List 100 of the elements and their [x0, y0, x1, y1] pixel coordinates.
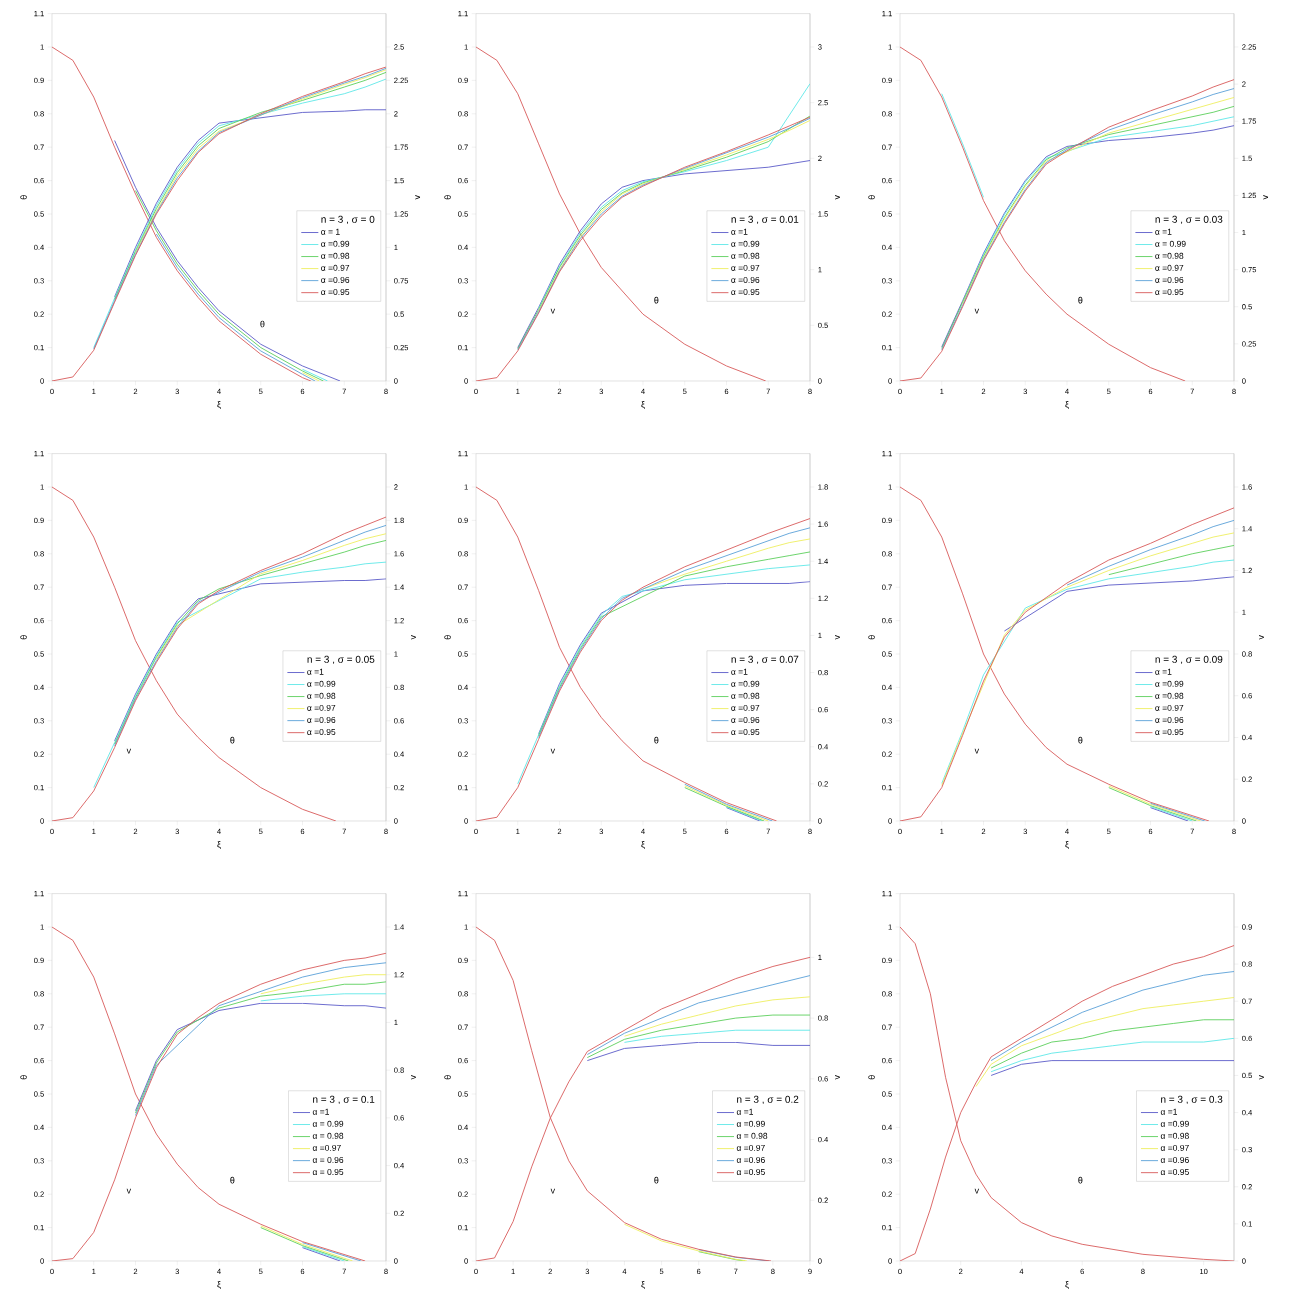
legend-title: n = 3 , σ = 0.01: [731, 215, 799, 225]
legend-title: n = 3 , σ = 0.09: [1155, 655, 1223, 665]
legend-title: n = 3 , σ = 0.2: [737, 1095, 799, 1105]
annotation: v: [550, 1188, 556, 1194]
annotation: v: [126, 748, 132, 754]
legend-label: α =0.99: [1160, 1120, 1189, 1127]
y2-axis-title: v: [411, 635, 416, 640]
y-axis-title: θ: [868, 195, 875, 200]
annotation: θ: [1078, 736, 1083, 744]
y-axis-title: θ: [444, 1075, 451, 1080]
annotation: v: [974, 748, 980, 754]
legend-label: α =1: [731, 668, 748, 675]
legend-label: α =0.98: [731, 692, 760, 699]
x-axis-title: ξ: [1065, 1280, 1069, 1290]
legend-label: α =0.97: [312, 1144, 341, 1151]
x-axis-title: ξ: [1065, 400, 1069, 410]
y-axis-title: θ: [868, 635, 875, 640]
y-axis-title: θ: [20, 635, 27, 640]
legend-label: α =0.96: [736, 1156, 765, 1163]
legend-label: α =0.99: [736, 1120, 765, 1127]
annotation: v: [974, 308, 980, 314]
legend-label: α =0.95: [1155, 728, 1184, 735]
x-axis-title: ξ: [217, 400, 221, 410]
x-axis-title: ξ: [641, 1280, 645, 1290]
legend-label: α =0.97: [1155, 264, 1184, 271]
legend-label: α = 0.95: [312, 1168, 344, 1175]
legend-label: α = 0.98: [312, 1132, 344, 1139]
line-series: [260, 974, 386, 995]
legend-title: n = 3 , σ = 0.07: [731, 655, 799, 665]
y-axis-title: θ: [20, 195, 27, 200]
legend-label: α =0.95: [736, 1168, 765, 1175]
y2-axis-title: v: [1263, 195, 1269, 200]
legend-label: α =0.95: [731, 288, 760, 295]
legend-label: α =1: [736, 1108, 754, 1115]
x-axis-title: ξ: [641, 400, 645, 410]
annotation: θ: [654, 1176, 659, 1184]
y2-axis-title: v: [835, 195, 840, 200]
legend-label: α =0.95: [1160, 1168, 1189, 1175]
annotation: v: [126, 1188, 132, 1194]
y2-axis-title: v: [835, 635, 840, 640]
legend-label: α =0.98: [1155, 252, 1184, 259]
legend-title: n = 3 , σ = 0: [321, 215, 375, 225]
legend-label: α =1: [307, 668, 324, 675]
line-series: [114, 71, 386, 300]
y-axis-title: θ: [20, 1075, 27, 1080]
x-axis-title: ξ: [641, 840, 645, 850]
legend-label: α =1: [731, 228, 748, 235]
legend-label: α =0.96: [307, 716, 336, 723]
line-series: [1066, 519, 1235, 586]
y-axis-title: θ: [444, 635, 451, 640]
legend-label: α =0.98: [307, 692, 336, 699]
annotation: θ: [654, 736, 659, 744]
legend-label: α =1: [1155, 668, 1172, 675]
line-series: [155, 233, 316, 381]
legend-label: α = 1: [321, 228, 340, 235]
legend-label: α =0.97: [731, 704, 760, 711]
legend-label: α =0.97: [736, 1144, 765, 1151]
annotation: θ: [1078, 296, 1083, 304]
legend-label: α =0.98: [1155, 692, 1184, 699]
line-series: [538, 120, 811, 312]
legend-title: n = 3 , σ = 0.3: [1161, 1095, 1223, 1105]
legend-label: α =0.96: [1160, 1156, 1189, 1163]
y2-axis-title: v: [835, 1075, 840, 1080]
legend-label: α =0.97: [1160, 1144, 1189, 1151]
legend-label: α =0.96: [321, 276, 350, 283]
y2-axis-title: v: [1259, 1075, 1264, 1080]
legend-title: n = 3 , σ = 0.1: [313, 1095, 375, 1105]
annotation: v: [974, 1188, 980, 1194]
legend-title: n = 3 , σ = 0.03: [1155, 215, 1223, 225]
y2-axis-title: v: [411, 1075, 416, 1080]
y2-axis-title: v: [1259, 635, 1264, 640]
line-series: [135, 69, 386, 254]
legend-label: α =0.99: [731, 680, 760, 687]
y2-axis-title: v: [415, 195, 421, 200]
y-axis-title: θ: [868, 1075, 875, 1080]
annotation: θ: [260, 320, 265, 328]
legend-label: α =0.95: [307, 728, 336, 735]
legend-label: α =0.95: [1155, 288, 1184, 295]
legend-label: α =0.97: [1155, 704, 1184, 711]
line-series: [586, 1014, 811, 1059]
x-axis-title: ξ: [217, 1280, 221, 1290]
legend-label: α = 0.99: [1155, 240, 1186, 247]
legend-label: α =0.98: [321, 252, 350, 259]
legend-label: α =0.99: [731, 240, 760, 247]
legend-label: α =0.96: [1155, 276, 1184, 283]
legend-label: α =0.98: [731, 252, 760, 259]
annotation: θ: [654, 296, 659, 304]
legend-label: α =1: [1160, 1108, 1178, 1115]
legend-label: α =1: [1155, 228, 1172, 235]
legend-label: α =1: [312, 1108, 330, 1115]
legend-label: α =0.97: [307, 704, 336, 711]
line-series: [135, 190, 324, 381]
legend-label: α =0.96: [1155, 716, 1184, 723]
line-series: [624, 1223, 748, 1261]
line-series: [586, 1041, 811, 1062]
annotation: θ: [230, 736, 235, 744]
line-series: [990, 1019, 1235, 1069]
x-axis-title: ξ: [1065, 840, 1069, 850]
legend-label: α =0.95: [321, 288, 350, 295]
legend-label: α =0.97: [731, 264, 760, 271]
